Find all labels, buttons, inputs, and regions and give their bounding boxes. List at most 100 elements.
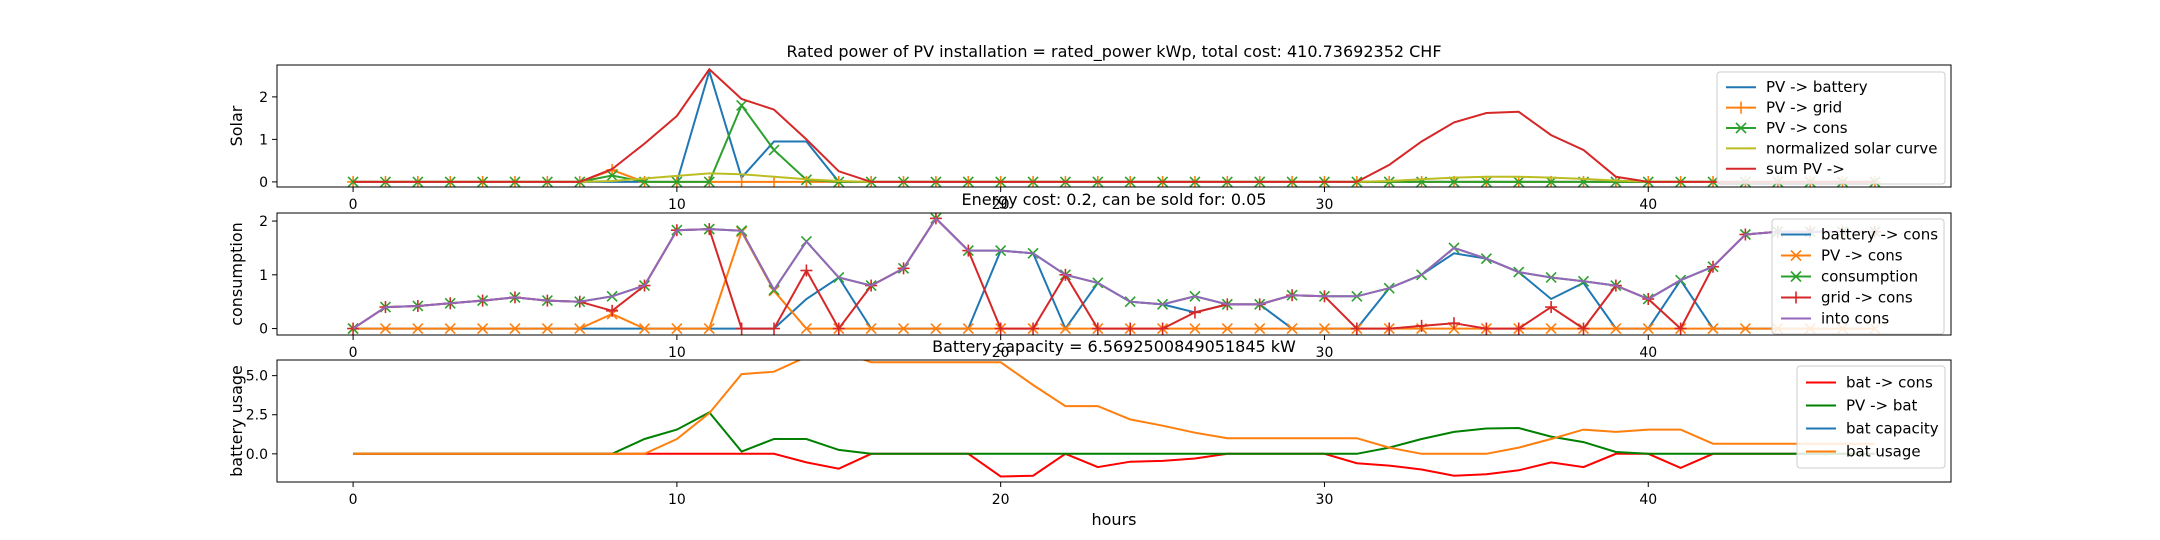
data-point (1286, 322, 1298, 335)
series-line-2 (353, 229, 1875, 330)
data-point (1739, 322, 1751, 335)
data-point (1545, 301, 1558, 314)
legend-entry: consumption (1781, 268, 1918, 286)
data-point (768, 322, 781, 335)
data-point (1383, 322, 1396, 335)
data-point (994, 322, 1007, 335)
data-point (541, 322, 553, 335)
legend-entry: PV -> grid (1726, 99, 1842, 117)
data-point (444, 322, 456, 335)
data-point (1254, 322, 1266, 335)
data-point (477, 322, 489, 335)
data-point (865, 322, 877, 335)
data-point (800, 264, 813, 277)
y-tick-label: 0 (259, 322, 268, 338)
data-point (1513, 176, 1525, 187)
legend-entry: battery -> cons (1781, 226, 1938, 244)
data-point (703, 176, 715, 187)
legend-box (1796, 365, 1946, 469)
data-point (768, 144, 780, 156)
plot-area (347, 213, 1881, 335)
y-axis-label: consumption (227, 222, 246, 326)
y-tick-label: 1 (259, 268, 268, 284)
legend-label: PV -> battery (1766, 78, 1868, 96)
data-point (509, 322, 521, 335)
data-point (703, 322, 715, 335)
data-point (1059, 322, 1071, 335)
x-tick-label: 30 (1316, 197, 1334, 213)
legend-label: normalized solar curve (1766, 139, 1937, 157)
legend-label: PV -> cons (1766, 119, 1848, 137)
panel-title: Battery capacity = 6.5692500849051845 kW (932, 337, 1296, 356)
data-point (1642, 322, 1654, 335)
series-line-1 (353, 249, 1875, 331)
legend: battery -> cons PV -> cons consumption grid… (1771, 218, 1945, 335)
panel-1: Rated power of PV installation = rated_p… (227, 42, 1952, 213)
series-line-1 (353, 67, 1875, 183)
data-point (800, 322, 812, 335)
x-tick-label: 0 (349, 492, 358, 508)
legend-entry: grid -> cons (1781, 289, 1913, 307)
y-tick-label: 2.5 (246, 408, 268, 424)
data-point (1318, 322, 1331, 335)
legend-label: consumption (1821, 268, 1918, 286)
data-point (606, 169, 618, 182)
data-point (671, 176, 683, 187)
x-tick-label: 10 (668, 197, 686, 213)
plot-area (347, 67, 1881, 187)
series-line-3 (352, 216, 1875, 330)
legend-entry: PV -> cons (1781, 247, 1903, 265)
data-point (768, 175, 781, 187)
data-point (347, 176, 359, 187)
data-point (1674, 322, 1687, 335)
data-point (1350, 322, 1363, 335)
x-tick-label: 40 (1639, 345, 1657, 361)
data-point (930, 322, 942, 335)
panel-title: Energy cost: 0.2, can be sold for: 0.05 (962, 190, 1267, 209)
data-point (1221, 322, 1233, 335)
data-point (1415, 319, 1428, 332)
legend-entry: PV -> cons (1726, 119, 1848, 137)
x-tick-label: 20 (992, 197, 1010, 213)
data-point (1188, 306, 1201, 319)
x-tick-label: 30 (1316, 492, 1334, 508)
data-point (1447, 317, 1460, 330)
data-point (412, 322, 424, 335)
x-tick-label: 40 (1639, 197, 1657, 213)
x-tick-label: 0 (349, 197, 358, 213)
axes-frame (276, 64, 1952, 188)
y-tick-label: 2 (259, 214, 268, 230)
data-point (1610, 322, 1622, 335)
series-line-5 (353, 67, 1875, 183)
x-tick-label: 20 (992, 492, 1010, 508)
panel-title: Rated power of PV installation = rated_p… (786, 42, 1441, 62)
data-point (1027, 322, 1040, 335)
data-point (1545, 322, 1557, 335)
legend-label: bat -> cons (1846, 374, 1933, 392)
axes-frame (276, 359, 1952, 483)
x-tick-label: 20 (992, 345, 1010, 361)
axes-frame (276, 212, 1952, 336)
y-tick-label: 2 (259, 90, 268, 106)
x-tick-label: 10 (668, 492, 686, 508)
legend-label: PV -> cons (1821, 247, 1903, 265)
data-point (1707, 322, 1719, 335)
x-tick-label: 10 (668, 345, 686, 361)
legend-label: sum PV -> (1766, 160, 1845, 178)
data-point (1480, 322, 1493, 335)
legend-label: PV -> grid (1766, 99, 1842, 117)
data-point (800, 175, 813, 187)
legend-entry: sum PV -> (1726, 160, 1845, 178)
y-tick-label: 0 (259, 175, 268, 191)
legend-entry: PV -> battery (1726, 78, 1868, 96)
series-line-2 (353, 411, 1875, 455)
data-point (1156, 322, 1169, 335)
series-line-4 (352, 216, 1875, 331)
y-tick-label: 0.0 (246, 447, 268, 463)
data-point (1091, 322, 1104, 335)
data-point (671, 322, 683, 335)
data-point (1512, 322, 1525, 335)
legend-entry: PV -> bat (1806, 397, 1918, 415)
data-point (1577, 322, 1590, 335)
